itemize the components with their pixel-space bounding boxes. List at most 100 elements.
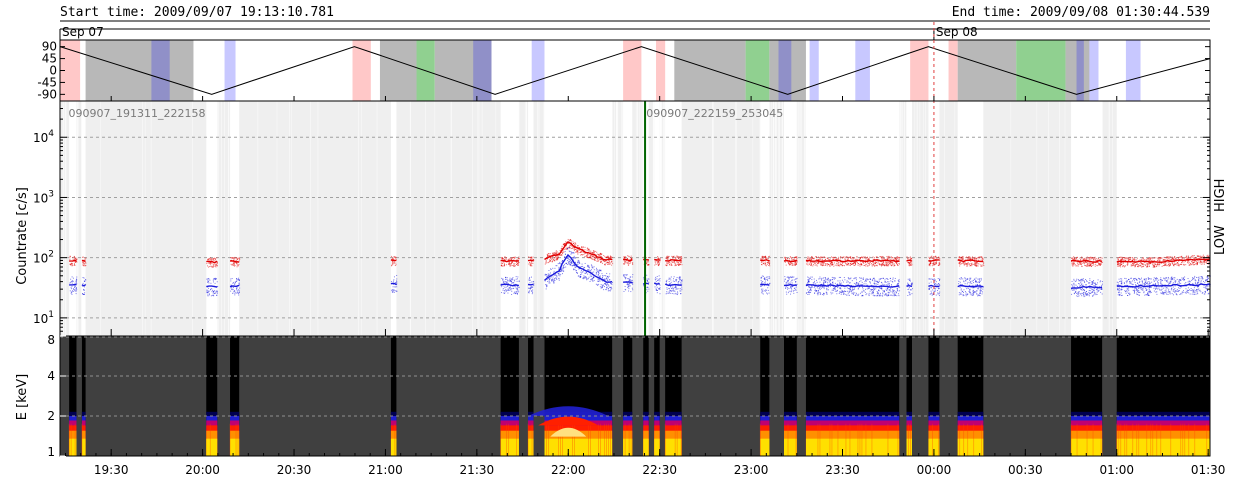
countrate-scatter-point [1093,291,1095,293]
countrate-scatter-point [768,278,770,280]
countrate-scatter-point [1194,258,1196,260]
countrate-scatter-point [1074,264,1076,266]
countrate-scatter-point [962,255,964,257]
countrate-scatter-point [1173,261,1175,263]
countrate-scatter-point [565,247,567,249]
countrate-scatter-point [873,288,875,290]
countrate-scatter-point [763,256,765,258]
countrate-scatter-point [549,278,551,280]
countrate-scatter-point [830,261,832,263]
countrate-scatter-point [590,269,592,271]
countrate-scatter-point [581,254,583,256]
countrate-scatter-point [216,290,218,292]
countrate-scatter-point [674,262,676,264]
countrate-scatter-point [629,278,631,280]
countrate-scatter-point [841,256,843,258]
countrate-scatter-point [506,290,508,292]
countrate-scatter-point [892,257,894,259]
countrate-scatter-point [865,261,867,263]
countrate-scatter-point [1092,265,1094,267]
countrate-scatter-point [508,262,510,264]
countrate-scatter-point [1197,262,1199,264]
countrate-scatter-point [848,290,850,292]
countrate-line-high [500,283,520,287]
countrate-scatter-point [529,261,531,263]
countrate-scatter-point [607,275,609,277]
countrate-scatter-point [973,287,975,289]
countrate-scatter-point [1118,265,1120,267]
countrate-scatter-point [888,283,890,285]
countrate-scatter-point [208,262,210,264]
countrate-scatter-point [811,264,813,266]
countrate-scatter-point [1168,265,1170,267]
countrate-scatter-point [238,292,240,294]
countrate-scatter-point [939,278,941,280]
countrate-scatter-point [606,278,608,280]
countrate-scatter-point [502,288,504,290]
countrate-scatter-point [1188,256,1189,258]
countrate-scatter-point [936,263,938,265]
data-gap [396,101,501,336]
countrate-scatter-point [1077,291,1079,293]
countrate-scatter-point [570,239,572,241]
countrate-scatter-point [672,280,674,282]
countrate-scatter-point [1191,263,1193,265]
countrate-scatter-point [216,265,218,267]
countrate-scatter-point [565,245,567,247]
countrate-scatter-point [584,255,586,257]
countrate-line-high [653,282,660,285]
countrate-scatter-point [551,278,553,280]
countrate-scatter-point [674,286,676,288]
countrate-scatter-point [908,291,910,293]
countrate-scatter-point [607,261,609,263]
countrate-scatter-point [813,282,815,284]
countrate-scatter-point [570,251,572,253]
countrate-scatter-point [880,265,882,267]
countrate-scatter-point [893,291,895,293]
countrate-scatter-point [975,277,977,279]
countrate-scatter-point [643,285,645,287]
countrate-scatter-point [959,256,961,258]
countrate-scatter-point [887,259,889,261]
countrate-scatter-point [788,277,790,279]
countrate-scatter-point [84,280,86,282]
countrate-scatter-point [1076,265,1078,267]
countrate-scatter-point [819,292,821,294]
countrate-scatter-point [789,263,791,265]
countrate-scatter-point [1088,257,1090,259]
countrate-scatter-point [833,256,835,258]
countrate-scatter-point [806,292,808,294]
countrate-scatter-point [973,293,975,295]
countrate-scatter-point [814,263,816,265]
countrate-scatter-point [841,265,843,267]
data-gap [939,101,958,336]
countrate-scatter-point [827,278,829,280]
countrate-scatter-point [553,282,555,284]
countrate-scatter-point [1147,258,1149,260]
countrate-scatter-point [970,277,972,279]
countrate-scatter-point [1197,255,1199,257]
countrate-scatter-point [1190,256,1192,258]
countrate-scatter-point [1101,288,1103,290]
countrate-scatter-point [860,261,862,263]
countrate-scatter-point [671,255,673,257]
countrate-scatter-point [1134,259,1136,261]
countrate-scatter-point [821,279,823,281]
countrate-scatter-point [570,261,572,263]
countrate-scatter-point [579,252,581,254]
countrate-scatter-point [392,290,394,292]
countrate-scatter-point [832,256,834,258]
countrate-scatter-point [790,277,792,279]
countrate-scatter-point [764,282,766,284]
countrate-scatter-point [598,270,600,272]
countrate-scatter-point [1146,265,1148,267]
countrate-scatter-point [238,291,240,293]
countrate-scatter-point [868,295,870,297]
countrate-scatter-point [84,286,86,288]
countrate-scatter-point [879,292,881,294]
countrate-line-low [783,259,797,263]
countrate-line-low [69,259,77,262]
countrate-scatter-point [785,259,787,261]
countrate-scatter-point [971,265,973,267]
countrate-scatter-point [818,259,820,261]
